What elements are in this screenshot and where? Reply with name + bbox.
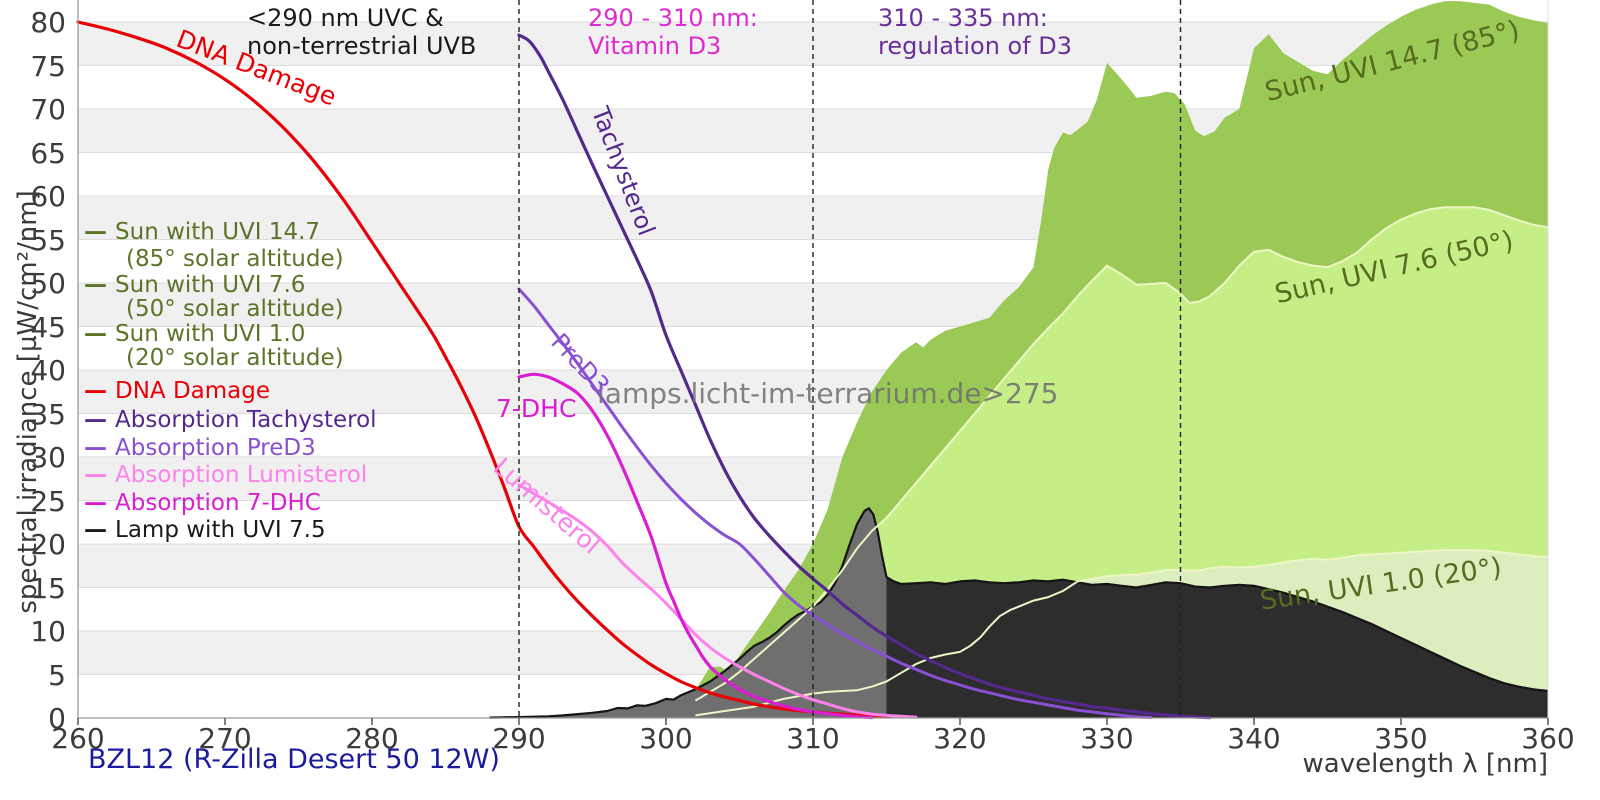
legend-line-swatch: — [84, 435, 116, 461]
y-tick-label-60: 60 [30, 180, 66, 213]
curve-absorption_7dhc [517, 372, 874, 720]
legend-label: Sun with UVI 1.0 [115, 321, 306, 347]
legend-label: Absorption Lumisterol [115, 462, 368, 488]
y-tick-label-40: 40 [30, 354, 66, 387]
legend-label: DNA Damage [115, 378, 271, 404]
legend-label: Absorption PreD3 [115, 435, 316, 461]
y-tick-label-25: 25 [30, 484, 66, 518]
annotation-uvc: <290 nm UVC & non-terrestrial UVB [247, 4, 477, 60]
x-tick-label-300: 300 [639, 722, 693, 755]
y-tick-label-20: 20 [30, 528, 66, 561]
legend-row-9: — Absorption Lumisterol [84, 462, 367, 488]
legend-row-4: — Sun with UVI 1.0 [84, 321, 305, 347]
legend-row-6: — DNA Damage [84, 378, 270, 404]
annotation-regulation-d3: 310 - 335 nm: regulation of D3 [878, 4, 1073, 60]
x-tick-label-360: 360 [1521, 722, 1575, 755]
y-tick-label-55: 55 [30, 223, 66, 257]
legend-label: Lamp with UVI 7.5 [115, 517, 326, 543]
y-tick-label-50: 50 [30, 267, 66, 300]
edge-sun_uvi_1_0 [695, 549, 1549, 717]
y-tick-label-0: 0 [48, 702, 66, 735]
x-tick-label-350: 350 [1374, 722, 1428, 755]
x-tick-label-310: 310 [786, 722, 840, 755]
legend-row-10: — Absorption 7-DHC [84, 490, 321, 516]
y-tick-label-70: 70 [30, 93, 66, 126]
curve-dna_damage [76, 20, 889, 718]
legend-row-8: — Absorption PreD3 [84, 435, 316, 461]
legend-line-swatch: — [84, 462, 116, 488]
chart-title: BZL12 (R-Zilla Desert 50 12W) [88, 744, 500, 775]
y-tick-label-10: 10 [30, 615, 66, 648]
legend-line-swatch: — [84, 272, 116, 298]
x-tick-label-280: 280 [345, 722, 399, 755]
legend-line-swatch: — [84, 219, 116, 245]
area-lamp-uvb-gray [489, 508, 887, 718]
watermark: lamps.licht-im-terrarium.de>275 [597, 377, 1059, 410]
legend-row-11: — Lamp with UVI 7.5 [84, 517, 326, 543]
area-lamp-black [886, 577, 1548, 718]
legend-line-swatch: — [84, 490, 116, 516]
legend-label: Sun with UVI 14.7 [115, 219, 321, 245]
y-tick-label-75: 75 [30, 49, 66, 83]
edge-sun_uvi_7_6 [694, 206, 1549, 702]
legend-line-swatch: — [84, 407, 116, 433]
legend-row-1: (85° solar altitude) [126, 246, 344, 272]
x-tick-label-290: 290 [492, 722, 546, 755]
y-tick-label-5: 5 [48, 658, 66, 692]
legend-row-7: — Absorption Tachysterol [84, 407, 377, 433]
legend-row-2: — Sun with UVI 7.6 [84, 272, 305, 298]
legend-row-0: — Sun with UVI 14.7 [84, 219, 320, 245]
annotation-vitamin-d3: 290 - 310 nm: Vitamin D3 [588, 4, 758, 60]
x-tick-label-260: 260 [51, 722, 105, 755]
legend-label: (85° solar altitude) [126, 246, 344, 272]
legend-label: Absorption 7-DHC [115, 490, 321, 516]
x-axis-label: wavelength λ [nm] [1302, 749, 1548, 779]
y-tick-label-30: 30 [30, 441, 66, 474]
curve-absorption_tachysterol [517, 33, 1212, 720]
x-tick-label-330: 330 [1080, 722, 1134, 755]
legend-label: (50° solar altitude) [126, 296, 344, 322]
curve-absorption_pred3 [517, 287, 1153, 720]
x-tick-label-340: 340 [1227, 722, 1281, 755]
legend-label: Sun with UVI 7.6 [115, 272, 306, 298]
legend-line-swatch: — [84, 517, 116, 543]
curve-absorption_lumisterol [517, 483, 918, 719]
lamp-outline [489, 507, 1549, 719]
legend-label: (20° solar altitude) [126, 345, 344, 371]
legend-label: Absorption Tachysterol [115, 407, 377, 433]
y-tick-label-45: 45 [30, 310, 66, 344]
legend-line-swatch: — [84, 378, 116, 404]
x-tick-label-320: 320 [933, 722, 987, 755]
y-tick-label-35: 35 [30, 397, 66, 431]
y-tick-label-15: 15 [30, 571, 66, 605]
x-tick-label-270: 270 [198, 722, 252, 755]
legend-row-3: (50° solar altitude) [126, 296, 344, 322]
label-7dhc: 7-DHC [496, 394, 577, 423]
legend-line-swatch: — [84, 321, 116, 347]
y-tick-label-80: 80 [30, 6, 66, 39]
y-tick-label-65: 65 [30, 136, 66, 170]
legend-row-5: (20° solar altitude) [126, 345, 344, 371]
